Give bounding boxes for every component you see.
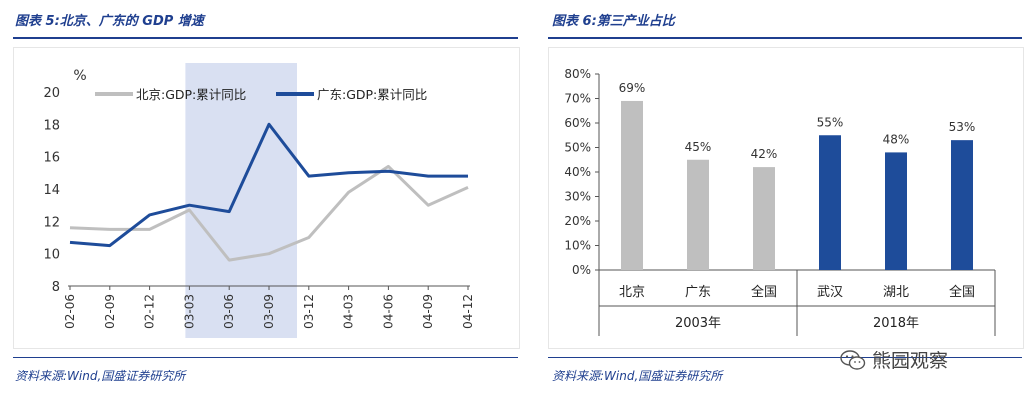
category-label: 全国 bbox=[751, 284, 777, 300]
y-tick-label: 16 bbox=[43, 151, 60, 166]
x-tick-label: 03-03 bbox=[182, 294, 196, 329]
category-label: 全国 bbox=[949, 284, 975, 300]
bar-data-label: 42% bbox=[751, 147, 778, 161]
right-figure: 图表 6:第三产业占比 0% 10% 20% 30% 40% 50% 60% 70% 80% 69… bbox=[535, 0, 1024, 405]
left-title-rule bbox=[13, 37, 518, 39]
watermark: 熊园观察 bbox=[840, 346, 948, 373]
group-label: 2003年 bbox=[675, 316, 721, 331]
left-source-rule bbox=[13, 357, 518, 358]
left-figure: 图表 5:北京、广东的 GDP 增速 % 8 10 12 14 16 18 20 02-06 02… bbox=[13, 14, 520, 383]
right-source-rule bbox=[548, 357, 1022, 358]
right-source-text: 资料来源:Wind,国盛证券研究所 bbox=[552, 369, 723, 383]
x-tick-label: 03-12 bbox=[302, 294, 316, 329]
x-tick-label: 04-03 bbox=[342, 294, 356, 329]
category-label: 武汉 bbox=[817, 285, 843, 300]
bar-4 bbox=[885, 152, 907, 270]
y-tick-label: 10 bbox=[43, 248, 60, 263]
y-tick-label: 60% bbox=[564, 116, 591, 130]
y-tick-label: 10% bbox=[564, 239, 591, 253]
y-tick-label: 80% bbox=[564, 67, 591, 81]
y-tick-label: 14 bbox=[43, 183, 60, 198]
category-label: 北京 bbox=[619, 285, 645, 300]
x-tick-label: 04-12 bbox=[461, 294, 475, 329]
bar-data-label: 53% bbox=[949, 120, 976, 134]
bar-3 bbox=[819, 135, 841, 270]
x-tick-label: 02-09 bbox=[103, 294, 117, 329]
legend-label: 北京:GDP:累计同比 bbox=[136, 87, 246, 102]
right-title-rule bbox=[548, 37, 1022, 39]
y-tick-label: 30% bbox=[564, 190, 591, 204]
y-tick-label: 18 bbox=[43, 118, 60, 133]
x-tick-label: 04-06 bbox=[381, 294, 395, 329]
x-tick-label: 04-09 bbox=[421, 294, 435, 329]
bar-data-label: 48% bbox=[883, 132, 910, 146]
bar-1 bbox=[687, 159, 709, 270]
bar-0 bbox=[621, 100, 643, 270]
y-tick-label: 50% bbox=[564, 141, 591, 155]
y-tick-label: 8 bbox=[52, 280, 60, 295]
bar-data-label: 45% bbox=[685, 140, 712, 154]
bar-chart: 0% 10% 20% 30% 40% 50% 60% 70% 80% 69% 北京 45% 广东 42% 全… bbox=[564, 67, 996, 336]
wechat-icon bbox=[840, 349, 866, 370]
x-tick-label: 03-09 bbox=[262, 294, 276, 329]
highlight-band bbox=[185, 63, 297, 338]
beijing-gdp-line bbox=[69, 164, 469, 262]
y-tick-label: 20 bbox=[43, 86, 60, 101]
guangdong-gdp-line bbox=[69, 122, 468, 248]
bar-data-label: 69% bbox=[619, 81, 646, 95]
line-chart: % 8 10 12 14 16 18 20 02-06 02-09 02-12 03-03 03-06 0… bbox=[43, 63, 475, 338]
y-axis-unit-label: % bbox=[73, 68, 86, 84]
legend-label: 广东:GDP:累计同比 bbox=[317, 87, 427, 102]
x-tick-label: 02-12 bbox=[143, 294, 157, 329]
y-tick-label: 40% bbox=[564, 165, 591, 179]
x-tick-label: 02-06 bbox=[63, 294, 77, 329]
right-figure-title: 图表 6:第三产业占比 bbox=[552, 14, 675, 29]
category-label: 湖北 bbox=[883, 285, 909, 300]
y-tick-label: 12 bbox=[43, 215, 60, 230]
bar-data-label: 55% bbox=[817, 115, 844, 129]
bar-2 bbox=[753, 167, 775, 270]
y-tick-label: 0% bbox=[572, 263, 591, 277]
left-source-text: 资料来源:Wind,国盛证券研究所 bbox=[15, 369, 186, 383]
group-label: 2018年 bbox=[873, 316, 919, 331]
y-tick-label: 20% bbox=[564, 214, 591, 228]
left-figure-title: 图表 5:北京、广东的 GDP 增速 bbox=[15, 14, 204, 29]
watermark-text: 熊园观察 bbox=[872, 350, 949, 372]
category-label: 广东 bbox=[685, 285, 711, 300]
x-tick-label: 03-06 bbox=[222, 294, 236, 329]
y-tick-label: 70% bbox=[564, 92, 591, 106]
bar-5 bbox=[951, 140, 973, 270]
